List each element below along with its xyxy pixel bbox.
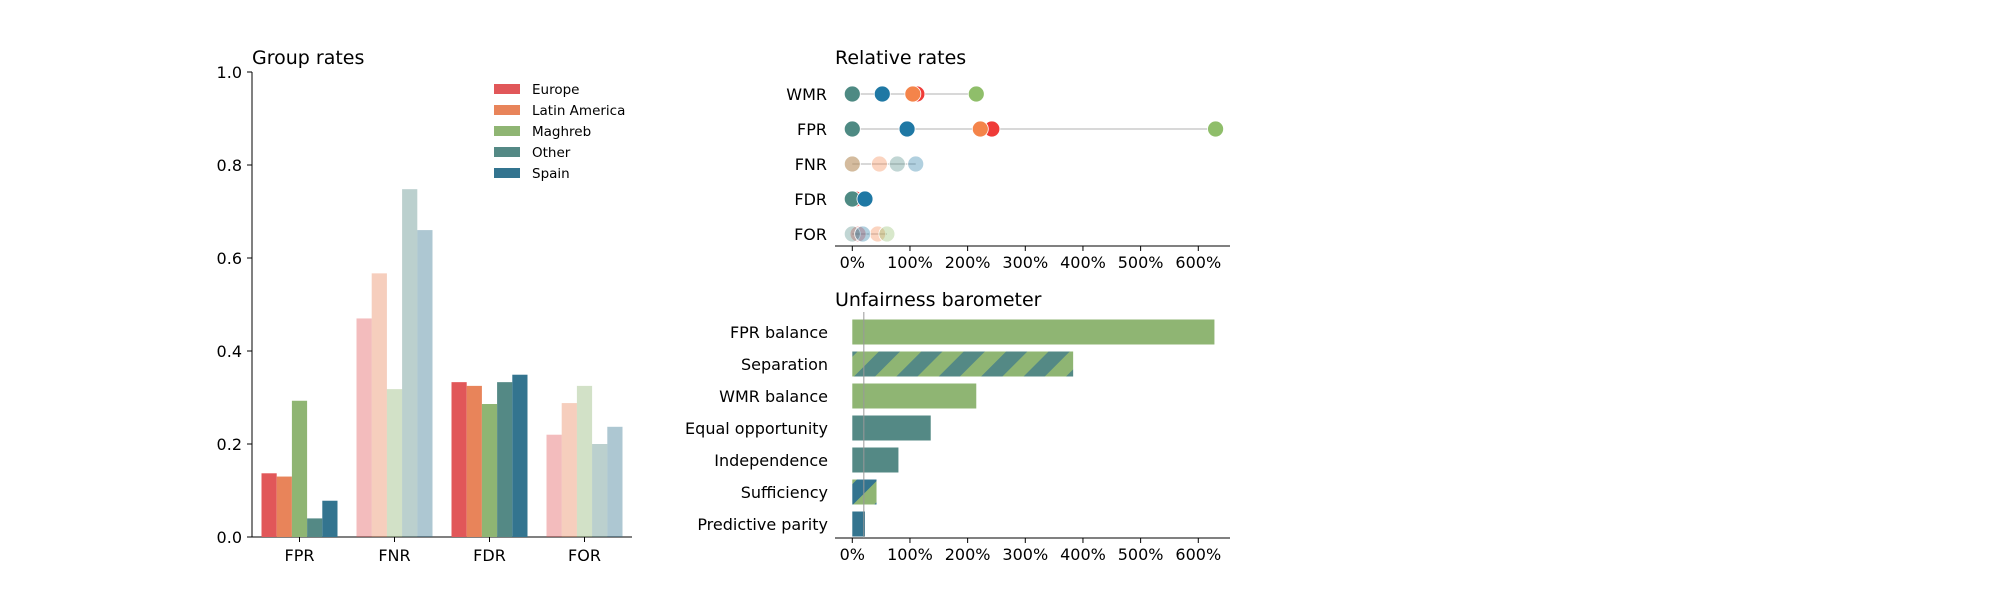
bar-fdr-maghreb <box>481 404 498 537</box>
y-tick-label: 0.2 <box>217 435 242 454</box>
point-fpr-maghreb <box>1207 120 1224 138</box>
point-fdr-spain <box>856 190 874 208</box>
point-for-europe <box>849 225 867 243</box>
x-tick-label: FDR <box>473 546 506 565</box>
row-label-fdr: FDR <box>794 190 827 209</box>
point-for-spain <box>854 225 872 243</box>
bar-label-fpr-balance: FPR balance <box>730 323 828 342</box>
bar-fnr-other <box>402 189 418 537</box>
y-tick-label: 0.6 <box>217 249 242 268</box>
x-tick-label: FPR <box>285 546 315 565</box>
legend-swatch-europe <box>494 84 520 94</box>
x-tick-label: 500% <box>1118 545 1164 564</box>
bar-separation <box>852 351 1074 377</box>
bar-fdr-latin-america <box>466 385 482 537</box>
bar-fpr-europe <box>261 473 277 537</box>
x-tick-label: 600% <box>1175 253 1221 272</box>
bar-label-separation: Separation <box>741 355 828 374</box>
bar-for-latin-america <box>561 403 577 537</box>
bar-predictive-parity <box>852 511 865 537</box>
bar-fpr-other <box>307 518 323 537</box>
point-wmr-latin-america <box>904 85 922 103</box>
bar-for-spain <box>607 426 623 537</box>
legend-swatch-latin-america <box>494 105 520 115</box>
unfairness-barometer-title: Unfairness barometer <box>835 289 1042 311</box>
bar-label-wmr-balance: WMR balance <box>719 387 828 406</box>
unfairness-barometer-chart: Unfairness barometer 0% 100% 200% 300% 400% 5… <box>685 289 1230 564</box>
x-tick-label: 500% <box>1118 253 1164 272</box>
x-tick-label: 0% <box>840 253 865 272</box>
legend-label-maghreb: Maghreb <box>532 124 591 140</box>
point-fnr-other <box>888 155 906 173</box>
group-rates-title: Group rates <box>252 47 364 69</box>
bar-sufficiency <box>852 479 877 505</box>
x-tick-label: 100% <box>887 253 933 272</box>
bar-fpr-spain <box>322 500 338 537</box>
point-for-latin-america <box>869 225 887 243</box>
bar-fpr-balance <box>852 319 1215 345</box>
x-tick-label: 300% <box>1002 545 1048 564</box>
point-fnr-latin-america <box>871 155 888 173</box>
x-tick-label: 200% <box>945 253 991 272</box>
bar-fnr-spain <box>417 230 433 537</box>
bar-equal-opportunity <box>852 415 931 441</box>
point-fnr-spain <box>907 155 925 173</box>
point-wmr-maghreb <box>967 85 985 103</box>
bar-label-sufficiency: Sufficiency <box>741 483 828 502</box>
point-for-maghreb <box>878 225 896 243</box>
x-tick-label: 400% <box>1060 545 1106 564</box>
x-tick-label: 200% <box>945 545 991 564</box>
legend-swatch-other <box>494 147 520 157</box>
bar-for-europe <box>546 434 562 537</box>
bar-label-equal-opportunity: Equal opportunity <box>685 419 828 438</box>
x-tick-label: 600% <box>1175 545 1221 564</box>
row-label-fnr: FNR <box>795 155 827 174</box>
bar-fpr-latin-america <box>276 476 292 537</box>
bar-fnr-europe <box>356 318 372 537</box>
point-for-other <box>843 225 861 243</box>
bar-fpr-maghreb <box>291 400 308 537</box>
relative-rates-chart: Relative rates 0% 100% 200% 300% 400% 500% 600… <box>786 47 1230 272</box>
legend-swatch-maghreb <box>494 126 520 136</box>
relative-rates-title: Relative rates <box>835 47 966 69</box>
point-wmr-other <box>843 85 861 103</box>
x-tick-label: 100% <box>887 545 933 564</box>
bar-fdr-spain <box>512 374 528 537</box>
bar-label-predictive-parity: Predictive parity <box>697 515 828 534</box>
row-label-wmr: WMR <box>786 85 827 104</box>
point-fpr-spain <box>898 120 916 138</box>
x-tick-label: FOR <box>568 546 601 565</box>
legend-label-spain: Spain <box>532 166 570 182</box>
bar-for-other <box>592 444 608 537</box>
bar-independence <box>852 447 899 473</box>
bar-label-independence: Independence <box>714 451 828 470</box>
group-rates-chart: Group rates 0.0 0.2 0.4 0.6 0.8 1.0 FPR FNR FDR F… <box>217 47 632 565</box>
y-tick-label: 0.8 <box>217 156 242 175</box>
bar-for-maghreb <box>576 385 593 537</box>
bar-wmr-balance <box>852 383 977 409</box>
y-tick-label: 0.0 <box>217 528 242 547</box>
row-label-fpr: FPR <box>797 120 827 139</box>
x-tick-label: FNR <box>378 546 410 565</box>
row-label-for: FOR <box>794 225 827 244</box>
legend-label-other: Other <box>532 145 571 161</box>
bar-fnr-latin-america <box>371 273 387 537</box>
point-fpr-other <box>843 120 861 138</box>
y-tick-label: 1.0 <box>217 63 242 82</box>
legend-label-europe: Europe <box>532 82 579 98</box>
bar-fdr-europe <box>451 382 467 537</box>
point-fnr-maghreb <box>843 155 861 173</box>
x-tick-label: 400% <box>1060 253 1106 272</box>
legend-swatch-spain <box>494 168 520 178</box>
x-tick-label: 300% <box>1002 253 1048 272</box>
bar-fdr-other <box>497 382 513 537</box>
point-fpr-latin-america <box>971 120 989 138</box>
y-tick-label: 0.4 <box>217 342 242 361</box>
x-tick-label: 0% <box>840 545 865 564</box>
point-wmr-spain <box>873 85 891 103</box>
bar-fnr-maghreb <box>386 389 403 537</box>
legend-label-latin-america: Latin America <box>532 103 625 119</box>
